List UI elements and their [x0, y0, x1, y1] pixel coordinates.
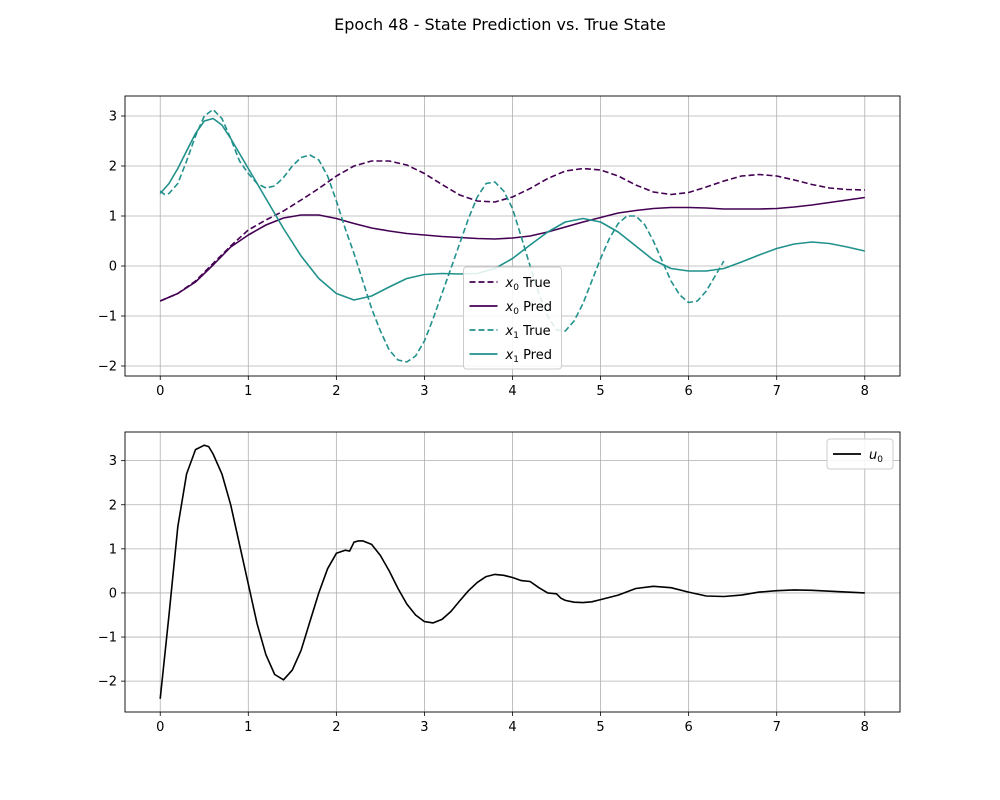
x-tick-label: 5	[596, 720, 604, 735]
legend-label: u0	[869, 448, 883, 465]
y-tick-label: 2	[109, 498, 117, 513]
x-tick-label: 6	[684, 384, 692, 399]
series-line-x0-true	[159, 160, 865, 302]
x-tick-label: 5	[596, 384, 604, 399]
figure-title: Epoch 48 - State Prediction vs. True Sta…	[334, 15, 666, 34]
y-tick-label: −1	[98, 631, 117, 646]
y-tick-label: 0	[109, 586, 117, 601]
x-tick-label: 7	[773, 384, 781, 399]
control-plot-axes: 0 1 2 3 4 5 6 7 8 −2 −1 0 1 2 3 u0	[98, 431, 901, 735]
series-line-u0	[159, 444, 865, 699]
legend-label: x1 True	[505, 324, 551, 341]
y-tick-label: 1	[109, 542, 117, 557]
legend-label: x1 Pred	[505, 348, 553, 365]
x-tick-label: 0	[156, 384, 164, 399]
x-tick-label: 6	[684, 720, 692, 735]
x-tick-label: 7	[773, 720, 781, 735]
y-tick-label: 1	[109, 210, 117, 225]
state-plot-axes: 0 1 2 3 4 5 6 7 8 −2 −1 0 1 2 3 x0 True x0 Pred x1 True x1…	[98, 95, 901, 399]
legend: u0	[826, 438, 894, 470]
x-tick-label: 4	[508, 720, 516, 735]
legend-label: x0 Pred	[505, 300, 553, 317]
legend-box	[463, 266, 562, 370]
y-tick-label: 0	[109, 260, 117, 275]
x-tick-label: 2	[332, 720, 340, 735]
y-tick-label: 3	[109, 454, 117, 469]
y-tick-label: −2	[98, 675, 117, 690]
series-line-x0-pred	[159, 196, 865, 302]
x-tick-label: 1	[244, 720, 252, 735]
x-tick-label: 3	[420, 384, 428, 399]
legend-label: x0 True	[505, 276, 551, 293]
x-tick-label: 3	[420, 720, 428, 735]
x-tick-label: 8	[861, 384, 869, 399]
series-line-x1-true	[159, 108, 725, 363]
x-tick-label: 4	[508, 384, 516, 399]
x-tick-label: 0	[156, 720, 164, 735]
x-tick-label: 2	[332, 384, 340, 399]
y-tick-label: 2	[109, 160, 117, 175]
x-tick-label: 8	[861, 720, 869, 735]
legend: x0 True x0 Pred x1 True x1 Pred	[463, 266, 562, 370]
y-tick-label: −1	[98, 310, 117, 325]
y-tick-label: −2	[98, 360, 117, 375]
y-tick-label: 3	[109, 110, 117, 125]
x-tick-label: 1	[244, 384, 252, 399]
